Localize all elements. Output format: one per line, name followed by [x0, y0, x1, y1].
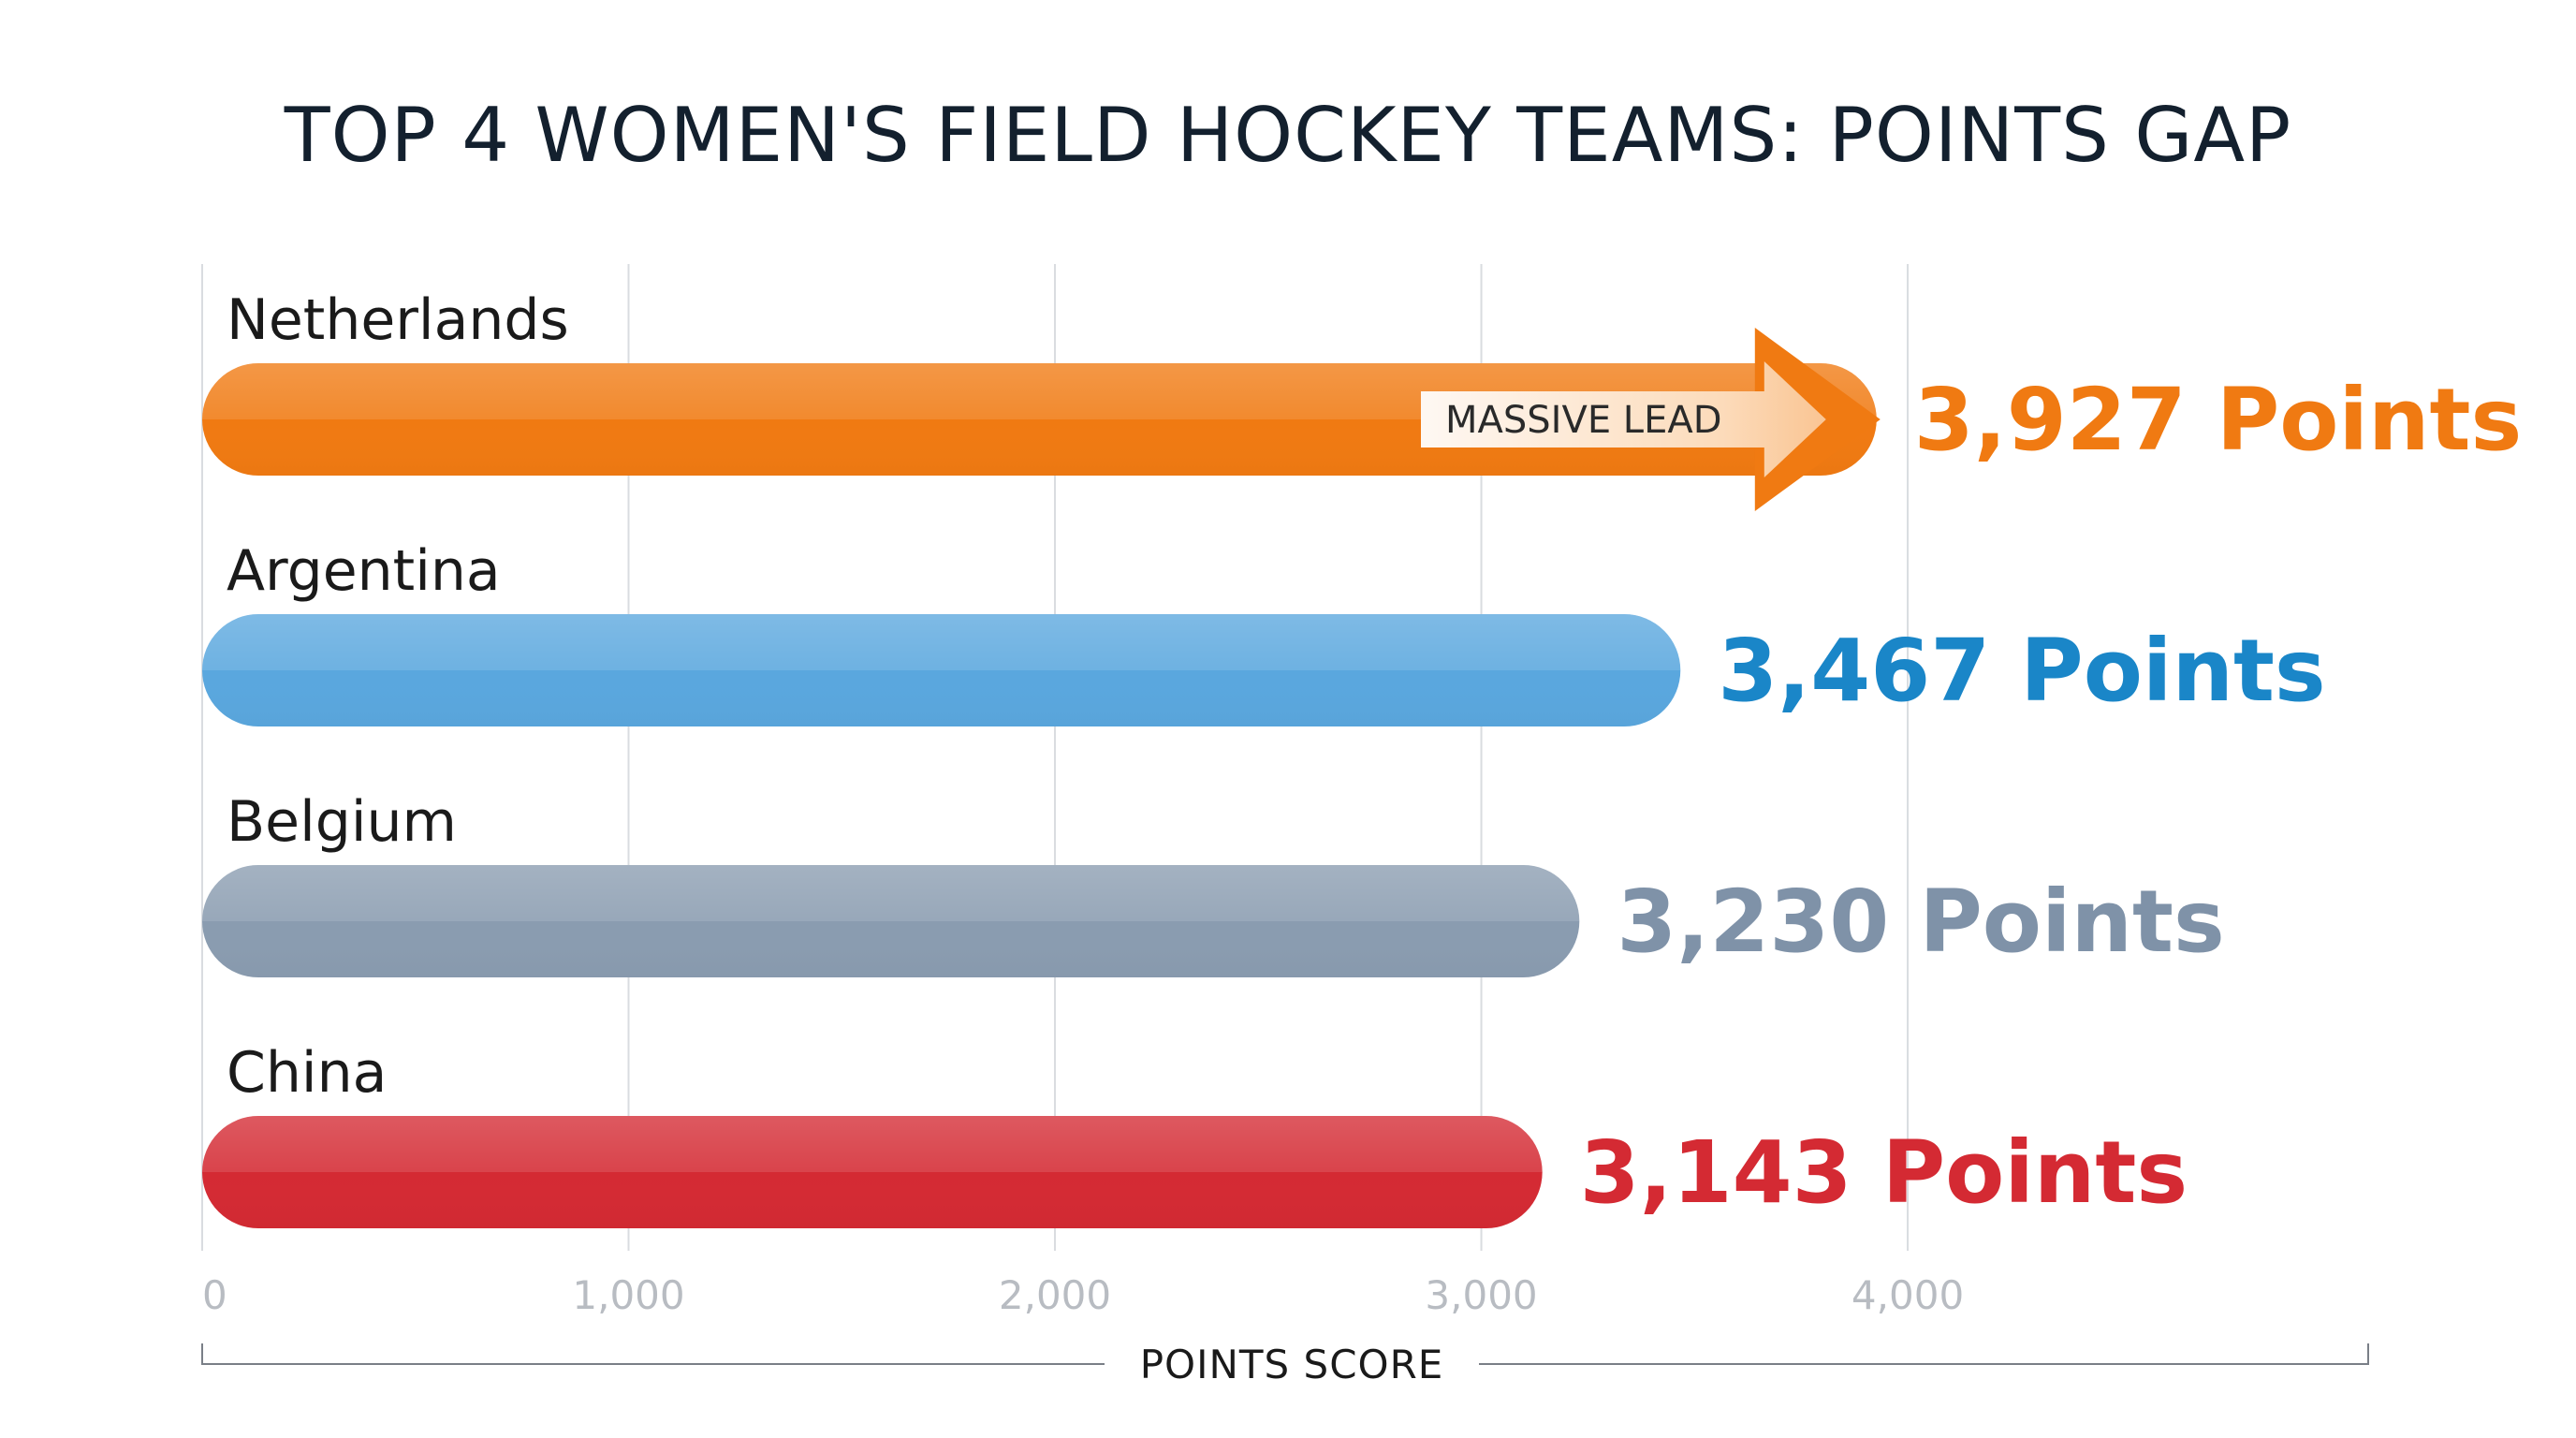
- x-tick-label: 0: [202, 1272, 227, 1318]
- value-label: 3,230 Points: [1617, 872, 2224, 972]
- x-axis-title: POINTS SCORE: [1140, 1342, 1444, 1387]
- bar-highlight: [202, 1116, 1543, 1228]
- value-label: 3,143 Points: [1580, 1123, 2188, 1223]
- x-axis-ticks: 0 1,000 2,000 3,000 4,000: [202, 1272, 1964, 1318]
- value-label: 3,927 Points: [1914, 370, 2522, 470]
- category-label: Belgium: [227, 789, 457, 855]
- x-tick-label: 3,000: [1425, 1272, 1537, 1318]
- annotation-label: MASSIVE LEAD: [1445, 399, 1722, 442]
- bar-highlight: [202, 865, 1580, 977]
- category-label: China: [227, 1040, 387, 1106]
- x-tick-label: 1,000: [572, 1272, 684, 1318]
- category-label: Argentina: [227, 538, 501, 604]
- category-label: Netherlands: [227, 287, 569, 353]
- value-label: 3,467 Points: [1718, 621, 2325, 721]
- bars: Netherlands 3,927 Points Argentina 3,467 Po…: [202, 287, 2522, 1228]
- chart-title: TOP 4 WOMEN'S FIELD HOCKEY TEAMS: POINTS…: [284, 92, 2292, 179]
- annotations: MASSIVE LEAD: [1421, 328, 1881, 511]
- lead-arrow: [1421, 361, 1826, 477]
- x-axis-bracket: [201, 1343, 2369, 1365]
- x-tick-label: 4,000: [1852, 1272, 1964, 1318]
- x-tick-label: 2,000: [999, 1272, 1111, 1318]
- bar-highlight: [202, 614, 1681, 726]
